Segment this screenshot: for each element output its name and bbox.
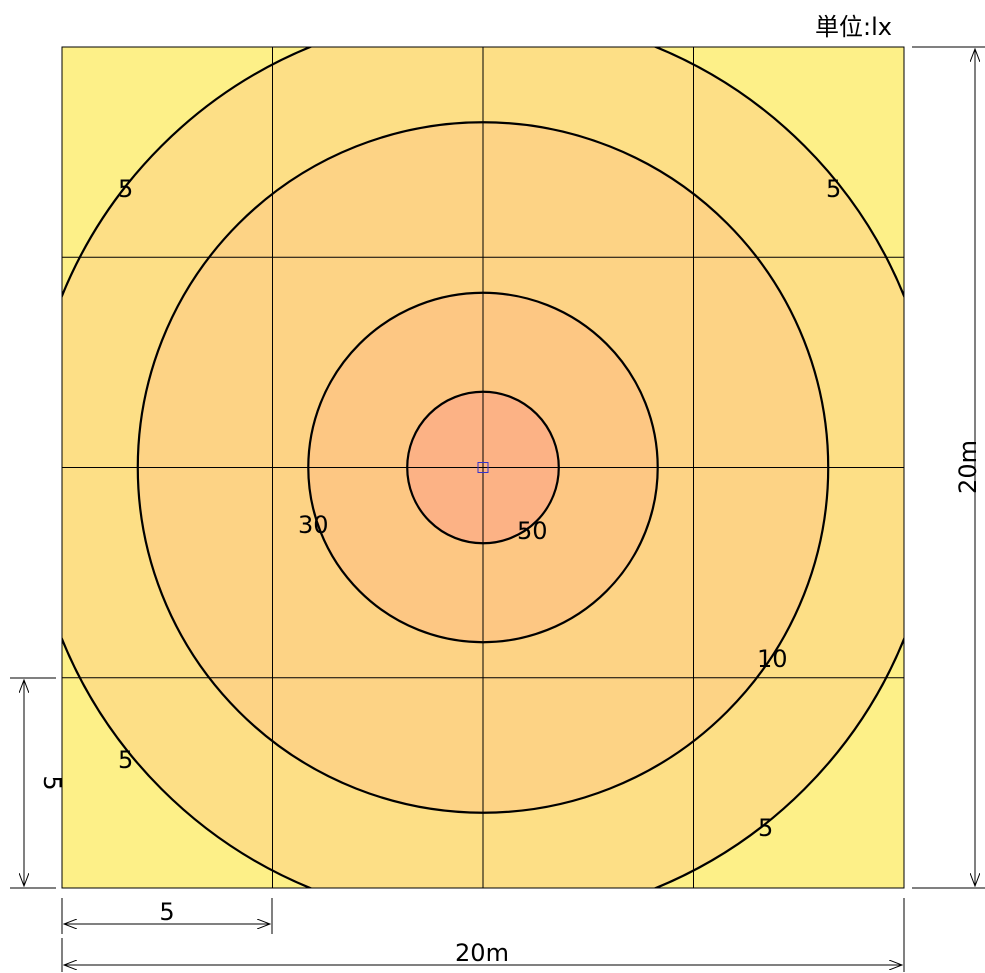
plot-area [62,47,904,888]
unit-label: 単位:lx [815,13,892,41]
grid-width-label: 5 [159,898,174,926]
contour-label-30: 30 [298,511,329,539]
contour-line-50 [406,390,560,545]
contour-label-5-top-right: 5 [826,175,841,203]
grid-width-dimension: 5 [61,898,273,934]
plot-border [61,46,905,889]
grid-height-dimension: 5 [10,677,66,889]
contour-label-10: 10 [757,645,788,673]
contour-label-5-bottom-right: 5 [758,814,773,842]
grid-lines [62,47,904,888]
contour-line-10 [136,121,830,814]
width-label: 20m [455,939,509,967]
contour-label-5-bottom-left: 5 [118,746,133,774]
contour-line-30 [307,291,659,644]
height-dimension: 20m [912,46,985,889]
height-label: 20m [954,440,982,494]
contour-labels: 5 5 5 5 10 30 50 [118,175,841,842]
contour-lines [62,47,904,888]
grid-height-label: 5 [38,775,66,790]
width-dimension: 20m [61,898,905,972]
light-source-marker [477,462,489,473]
contour-label-50: 50 [517,517,548,545]
contour-label-5-top-left: 5 [118,175,133,203]
